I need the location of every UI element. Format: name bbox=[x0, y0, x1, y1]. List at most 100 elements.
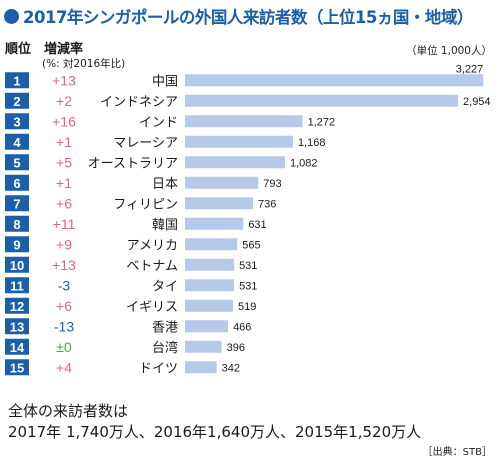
category-label: ドイツ bbox=[139, 361, 178, 376]
rank-box bbox=[5, 174, 29, 191]
rank-box bbox=[5, 133, 29, 150]
value-label: 531 bbox=[239, 260, 257, 272]
rank-header: 順位 bbox=[5, 42, 32, 57]
rank-number: 12 bbox=[10, 299, 24, 314]
change-rate-label: +6 bbox=[56, 195, 72, 211]
bar bbox=[185, 197, 254, 210]
bar bbox=[185, 135, 293, 148]
bar bbox=[185, 115, 303, 128]
change-rate-label: +13 bbox=[52, 72, 76, 88]
rank-number: 6 bbox=[13, 176, 20, 191]
category-label: 香港 bbox=[152, 320, 178, 335]
category-label: 日本 bbox=[152, 177, 178, 192]
change-note: (%: 対2016年比) bbox=[42, 58, 126, 70]
change-rate-label: -3 bbox=[58, 277, 71, 293]
change-rate-label: +16 bbox=[52, 113, 76, 129]
rank-box bbox=[5, 215, 29, 232]
value-label: 396 bbox=[227, 342, 245, 354]
bar bbox=[185, 217, 244, 230]
category-label: ベトナム bbox=[126, 259, 178, 274]
rank-box bbox=[5, 277, 29, 294]
category-label: インド bbox=[139, 115, 178, 130]
rank-number: 7 bbox=[13, 196, 20, 211]
rank-box bbox=[5, 154, 29, 171]
change-rate-label: +1 bbox=[56, 175, 72, 191]
bar bbox=[185, 238, 238, 251]
bar bbox=[185, 361, 217, 374]
bar bbox=[185, 94, 459, 107]
category-label: タイ bbox=[152, 279, 178, 294]
total-visitors-label: 全体の来訪者数は bbox=[8, 402, 129, 420]
rank-number: 4 bbox=[13, 135, 21, 150]
bar bbox=[185, 156, 286, 169]
bar bbox=[185, 340, 222, 353]
rank-box bbox=[5, 236, 29, 253]
category-label: イギリス bbox=[126, 300, 178, 315]
change-rate-label: ±0 bbox=[56, 339, 72, 355]
value-label: 1,082 bbox=[290, 157, 318, 169]
title-row: 2017年シンガポールの外国人来訪者数（上位15ヵ国・地域） bbox=[4, 3, 473, 29]
category-label: 台湾 bbox=[152, 340, 178, 356]
bar bbox=[185, 74, 484, 87]
change-rate-label: +11 bbox=[53, 216, 76, 232]
value-label: 1,272 bbox=[308, 116, 336, 128]
value-label: 793 bbox=[263, 178, 281, 190]
bar bbox=[185, 279, 235, 292]
total-visitors-values: 2017年 1,740万人、2016年1,640万人、2015年1,520万人 bbox=[8, 423, 422, 441]
title-bullet-icon bbox=[4, 8, 19, 24]
rank-number: 5 bbox=[13, 155, 20, 170]
change-rate-label: +4 bbox=[56, 359, 72, 375]
change-rate-label: +13 bbox=[52, 257, 76, 273]
change-rate-label: +6 bbox=[56, 298, 72, 314]
value-label: 2,954 bbox=[463, 96, 491, 108]
rank-number: 1 bbox=[13, 73, 20, 88]
rank-number: 13 bbox=[10, 319, 24, 334]
bar bbox=[185, 258, 235, 271]
value-label: 519 bbox=[238, 301, 256, 313]
category-label: 韓国 bbox=[152, 218, 178, 233]
rank-number: 3 bbox=[13, 114, 20, 129]
unit-label: （単位 1,000人） bbox=[406, 45, 492, 57]
rank-number: 10 bbox=[10, 258, 24, 273]
change-rate-label: +9 bbox=[56, 236, 72, 252]
rank-number: 11 bbox=[10, 278, 24, 293]
category-label: アメリカ bbox=[127, 238, 178, 253]
rank-number: 9 bbox=[13, 237, 20, 252]
rank-number: 15 bbox=[10, 360, 24, 375]
rank-box bbox=[5, 72, 29, 89]
rank-number: 2 bbox=[13, 94, 20, 109]
change-header: 増減率 bbox=[44, 42, 84, 57]
change-rate-label: +1 bbox=[56, 134, 72, 150]
rank-box bbox=[5, 195, 29, 212]
category-label: マレーシア bbox=[113, 136, 178, 151]
category-label: 中国 bbox=[152, 74, 178, 89]
bar bbox=[185, 299, 233, 312]
category-label: フィリピン bbox=[113, 197, 178, 212]
rank-box bbox=[5, 338, 29, 355]
value-label: 3,227 bbox=[456, 63, 484, 75]
bar bbox=[185, 176, 259, 189]
rank-box bbox=[5, 113, 29, 130]
change-rate-label: -13 bbox=[54, 318, 74, 334]
category-label: オーストラリア bbox=[88, 156, 178, 171]
rank-box bbox=[5, 256, 29, 273]
source-note: ［出典：STB］ bbox=[422, 447, 492, 458]
value-label: 531 bbox=[239, 280, 257, 292]
value-label: 1,168 bbox=[298, 137, 326, 149]
value-label: 342 bbox=[222, 362, 240, 374]
rank-box bbox=[5, 297, 29, 314]
category-label: インドネシア bbox=[100, 95, 178, 110]
chart-title: 2017年シンガポールの外国人来訪者数（上位15ヵ国・地域） bbox=[23, 8, 473, 27]
change-rate-label: +2 bbox=[56, 93, 72, 109]
value-label: 565 bbox=[242, 239, 260, 251]
rank-box bbox=[5, 359, 29, 376]
rank-box bbox=[5, 318, 29, 335]
value-label: 736 bbox=[258, 198, 276, 210]
change-rate-label: +5 bbox=[56, 154, 72, 170]
rank-box bbox=[5, 92, 29, 109]
rank-number: 8 bbox=[13, 217, 20, 232]
value-label: 631 bbox=[248, 219, 266, 231]
rank-number: 14 bbox=[10, 340, 25, 355]
bar bbox=[185, 320, 229, 333]
